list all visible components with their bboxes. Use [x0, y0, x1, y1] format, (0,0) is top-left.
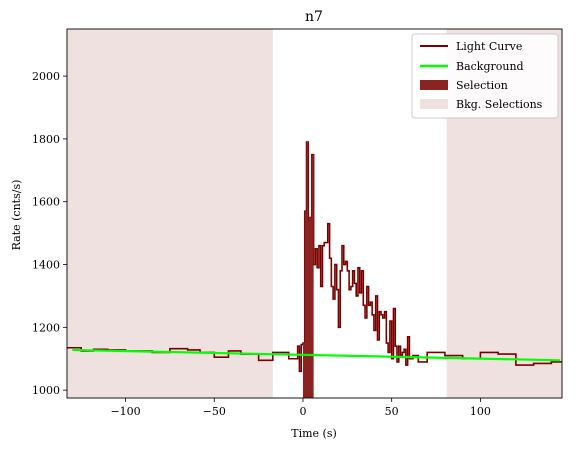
y-axis-label: Rate (cnts/s) — [10, 180, 23, 251]
legend-selection-swatch — [420, 80, 448, 90]
y-tick-label: 2000 — [32, 70, 60, 83]
legend-bkg-selections-swatch — [420, 99, 448, 109]
x-tick-label: −100 — [110, 405, 140, 418]
legend-light-curve-label: Light Curve — [456, 40, 522, 53]
x-tick-label: 100 — [470, 405, 491, 418]
bkg-selection-region-0 — [67, 29, 273, 398]
legend-selection-label: Selection — [456, 79, 508, 92]
y-tick-label: 1200 — [32, 321, 60, 334]
y-tick-label: 1800 — [32, 133, 60, 146]
y-tick-label: 1600 — [32, 196, 60, 209]
x-tick-label: 50 — [385, 405, 399, 418]
y-tick-label: 1400 — [32, 259, 60, 272]
selection-region — [302, 142, 314, 398]
legend-background-label: Background — [456, 60, 524, 73]
y-tick-label: 1000 — [32, 384, 60, 397]
background-line — [72, 348, 561, 362]
legend-bkg-selections-label: Bkg. Selections — [456, 98, 543, 111]
chart-title: n7 — [305, 9, 323, 25]
axis-ticks: −100 −50 0 50 100 1000 1200 1400 1600 1800 2000 — [32, 70, 491, 418]
legend-frame — [411, 33, 559, 119]
axes-frame — [66, 28, 563, 399]
x-tick-label: −50 — [203, 405, 226, 418]
legend: Light Curve Background Selection Bkg. Se… — [411, 33, 559, 119]
x-tick-label: 0 — [299, 405, 306, 418]
x-axis-label: Time (s) — [291, 427, 337, 440]
